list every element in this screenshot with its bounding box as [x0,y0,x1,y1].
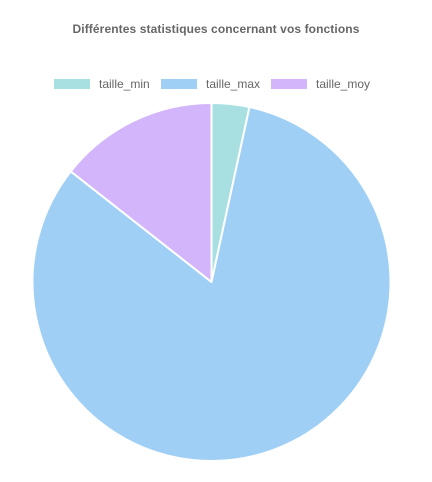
legend-swatch-taille-min [54,79,90,89]
legend-label-taille-max: taille_max [206,77,261,91]
legend-swatch-taille-moy [271,79,307,89]
pie-slice-taille-max[interactable] [31,106,392,462]
legend-swatch-taille-max [161,79,197,89]
chart-legend: taille_min taille_max taille_moy [0,76,432,92]
legend-label-taille-min: taille_min [99,77,150,91]
legend-item-taille-min[interactable]: taille_min [54,76,150,92]
pie-slice-taille-moy[interactable] [69,102,213,283]
chart-title: Différentes statistiques concernant vos … [72,22,360,36]
legend-item-taille-moy[interactable]: taille_moy [271,76,370,92]
legend-label-taille-moy: taille_moy [316,77,371,91]
legend-item-taille-max[interactable]: taille_max [161,76,260,92]
